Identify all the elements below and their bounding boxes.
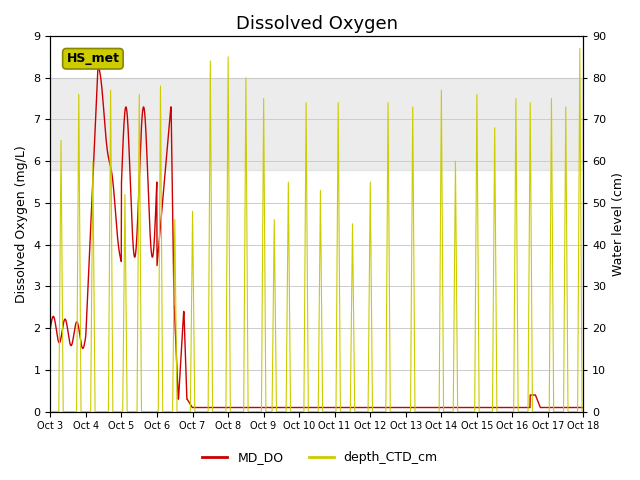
Text: HS_met: HS_met (67, 52, 120, 65)
Bar (51, 78, 583, 169)
Y-axis label: Dissolved Oxygen (mg/L): Dissolved Oxygen (mg/L) (15, 145, 28, 303)
Title: Dissolved Oxygen: Dissolved Oxygen (236, 15, 398, 33)
Y-axis label: Water level (cm): Water level (cm) (612, 172, 625, 276)
Legend: MD_DO, depth_CTD_cm: MD_DO, depth_CTD_cm (197, 446, 443, 469)
